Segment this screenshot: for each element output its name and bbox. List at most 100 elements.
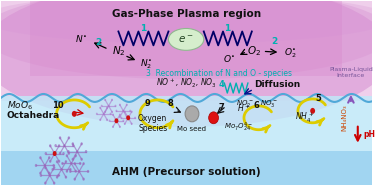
Ellipse shape (87, 170, 89, 173)
Ellipse shape (49, 160, 51, 163)
Ellipse shape (48, 156, 51, 159)
Ellipse shape (65, 176, 67, 179)
Ellipse shape (53, 182, 56, 185)
Ellipse shape (126, 104, 128, 106)
Ellipse shape (96, 113, 98, 115)
Text: NH₄NO₃: NH₄NO₃ (341, 105, 347, 131)
Ellipse shape (122, 120, 124, 122)
Ellipse shape (49, 144, 51, 147)
Ellipse shape (60, 168, 63, 171)
Ellipse shape (44, 182, 46, 185)
Text: $N_2$: $N_2$ (112, 44, 125, 58)
Text: 3  Recombination of N and O - species: 3 Recombination of N and O - species (146, 69, 292, 78)
Text: $NH_4^+$: $NH_4^+$ (295, 111, 314, 125)
Ellipse shape (169, 28, 204, 50)
Ellipse shape (115, 118, 118, 123)
Text: Gas-Phase Plasma region: Gas-Phase Plasma region (112, 9, 261, 19)
Text: $MoO_6$: $MoO_6$ (6, 100, 33, 112)
Ellipse shape (310, 108, 315, 114)
Ellipse shape (69, 168, 71, 171)
Ellipse shape (51, 168, 54, 171)
Ellipse shape (45, 152, 47, 155)
Ellipse shape (69, 170, 71, 173)
Ellipse shape (39, 156, 42, 159)
Ellipse shape (131, 123, 133, 125)
Ellipse shape (129, 110, 131, 112)
Text: $NO^+$, $NO_2$, $NO_3$: $NO^+$, $NO_2$, $NO_3$ (156, 76, 217, 90)
Ellipse shape (119, 116, 121, 118)
Ellipse shape (119, 104, 121, 106)
Ellipse shape (115, 105, 116, 107)
Bar (30, 1, 342, 76)
Ellipse shape (58, 144, 60, 147)
Ellipse shape (0, 0, 378, 127)
Ellipse shape (53, 166, 56, 169)
Text: 4: 4 (218, 80, 225, 89)
Ellipse shape (70, 162, 73, 165)
Text: $H^+$: $H^+$ (237, 102, 251, 114)
Ellipse shape (66, 154, 68, 157)
Ellipse shape (106, 119, 108, 121)
Ellipse shape (126, 115, 130, 120)
Ellipse shape (0, 0, 378, 79)
Text: $O^•$: $O^•$ (223, 53, 235, 64)
Ellipse shape (39, 172, 42, 175)
Text: Mo seed: Mo seed (178, 126, 206, 132)
Ellipse shape (71, 158, 74, 161)
Ellipse shape (44, 164, 46, 167)
Text: $Mo_7O_{24}^{4-}$: $Mo_7O_{24}^{4-}$ (225, 121, 254, 134)
Ellipse shape (104, 111, 106, 113)
Text: Oxygen
Species: Oxygen Species (138, 114, 167, 134)
Ellipse shape (68, 136, 70, 140)
Ellipse shape (101, 105, 103, 107)
Ellipse shape (40, 174, 42, 177)
Ellipse shape (81, 142, 83, 145)
Ellipse shape (44, 166, 46, 169)
Ellipse shape (78, 170, 80, 173)
Ellipse shape (134, 117, 136, 119)
Ellipse shape (59, 152, 61, 155)
Ellipse shape (74, 178, 76, 181)
Text: 2: 2 (96, 38, 102, 47)
Ellipse shape (49, 174, 51, 177)
Ellipse shape (119, 126, 121, 128)
Ellipse shape (127, 117, 129, 119)
Ellipse shape (124, 123, 126, 125)
Bar (1, 150, 372, 185)
Ellipse shape (74, 154, 77, 157)
Ellipse shape (67, 150, 70, 153)
Ellipse shape (64, 144, 65, 147)
Text: AHM (Precursor solution): AHM (Precursor solution) (112, 167, 260, 177)
Bar (1, 1, 372, 101)
Ellipse shape (121, 117, 122, 119)
Ellipse shape (35, 164, 37, 167)
Text: $N_2^•$: $N_2^•$ (140, 57, 152, 71)
Ellipse shape (68, 152, 70, 155)
Ellipse shape (111, 111, 113, 113)
Ellipse shape (65, 160, 67, 163)
Ellipse shape (82, 178, 85, 181)
Text: 1: 1 (224, 24, 231, 33)
Ellipse shape (71, 142, 74, 145)
Ellipse shape (99, 107, 101, 109)
Text: 10: 10 (52, 101, 64, 110)
Ellipse shape (62, 152, 65, 155)
Ellipse shape (61, 162, 64, 165)
Ellipse shape (56, 176, 58, 179)
Text: 9: 9 (145, 100, 151, 108)
Ellipse shape (74, 162, 76, 165)
Ellipse shape (122, 110, 124, 112)
Ellipse shape (54, 144, 57, 147)
Text: pH: pH (364, 130, 376, 139)
Ellipse shape (48, 172, 51, 175)
Text: $O_2$: $O_2$ (247, 44, 261, 58)
Ellipse shape (72, 144, 74, 147)
Ellipse shape (209, 112, 218, 124)
Ellipse shape (81, 158, 83, 161)
Ellipse shape (53, 164, 55, 167)
Ellipse shape (59, 136, 61, 140)
Ellipse shape (131, 111, 133, 113)
Ellipse shape (58, 160, 60, 163)
Text: $NO_2^-$   $NO_3^-$: $NO_2^-$ $NO_3^-$ (236, 98, 278, 109)
Ellipse shape (124, 111, 126, 113)
